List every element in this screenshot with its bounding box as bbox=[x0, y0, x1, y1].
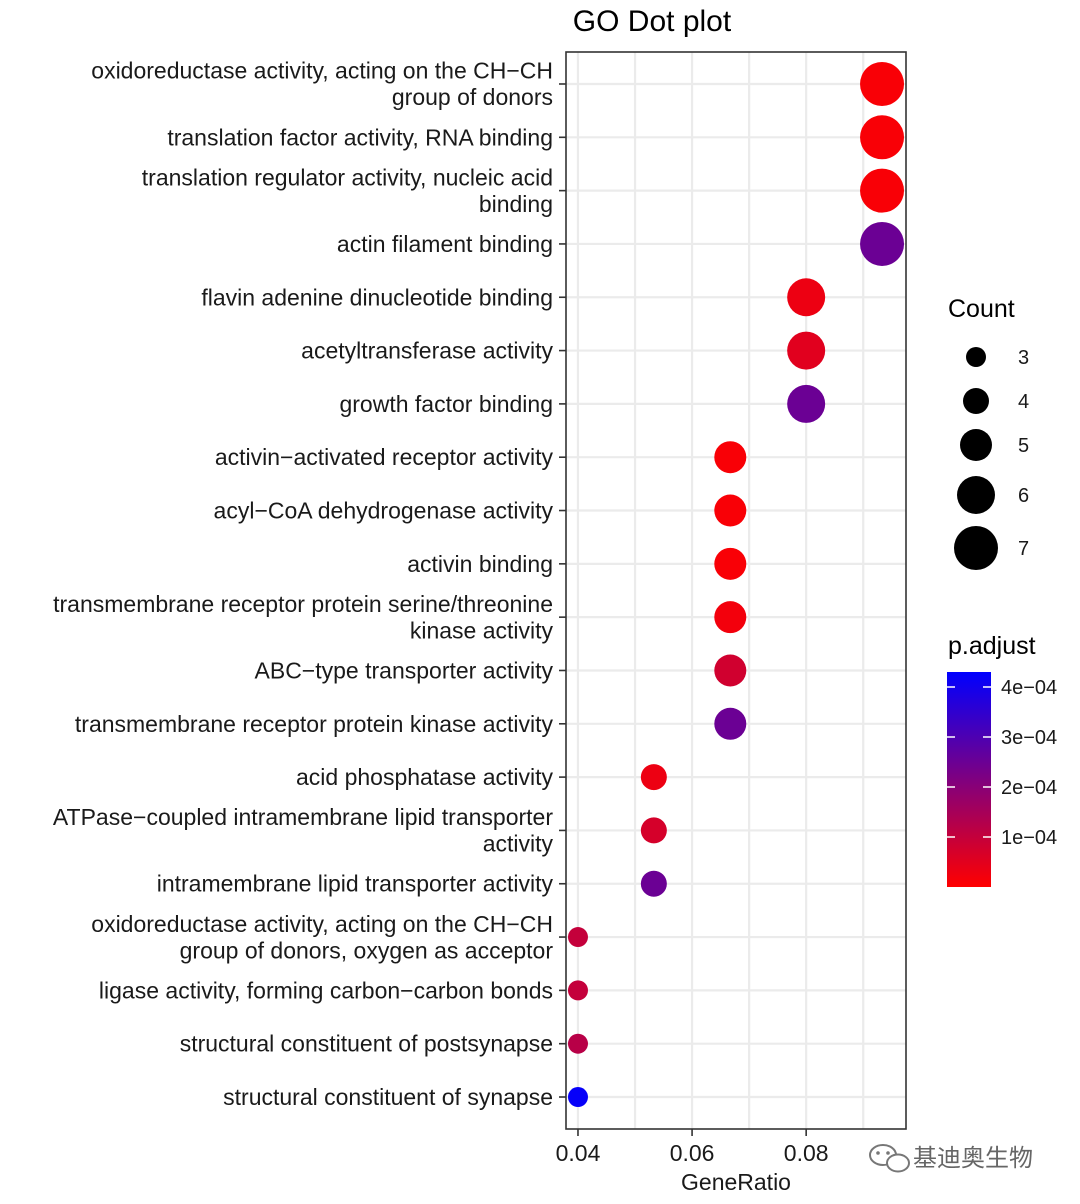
vertical-gridlines bbox=[576, 52, 865, 1129]
dot-point bbox=[714, 601, 747, 634]
panel-background bbox=[566, 52, 906, 1129]
y-tick-label: transmembrane receptor protein kinase ac… bbox=[75, 711, 554, 737]
y-tick-label: acyl−CoA dehydrogenase activity bbox=[214, 498, 554, 524]
x-axis: 0.04 0.06 0.08 bbox=[556, 1129, 829, 1166]
dot-point bbox=[567, 980, 588, 1001]
p-adjust-legend-title: p.adjust bbox=[948, 632, 1036, 660]
dot-point bbox=[714, 441, 747, 474]
count-legend-label: 3 bbox=[1018, 347, 1029, 369]
panel-border bbox=[565, 51, 907, 1130]
watermark-text: 基迪奥生物 bbox=[913, 1145, 1033, 1172]
dot-point bbox=[787, 331, 826, 370]
p-adjust-legend-label: 4e−04 bbox=[1001, 677, 1057, 699]
count-legend-title: Count bbox=[948, 295, 1015, 323]
count-legend-label: 5 bbox=[1018, 435, 1029, 457]
count-legend-key bbox=[963, 388, 989, 414]
y-axis: oxidoreductase activity, acting on the C… bbox=[53, 58, 566, 1110]
watermark: 基迪奥生物 bbox=[869, 1144, 1033, 1173]
dot-point bbox=[860, 168, 905, 213]
count-legend-label: 6 bbox=[1018, 485, 1029, 507]
count-legend-key bbox=[966, 347, 986, 367]
x-tick-label: 0.04 bbox=[556, 1140, 601, 1166]
dot-point bbox=[787, 278, 826, 317]
p-adjust-legend-label: 2e−04 bbox=[1001, 777, 1057, 799]
y-tick-label: transmembrane receptor protein serine/th… bbox=[53, 591, 553, 644]
y-tick-label: structural constituent of postsynapse bbox=[180, 1031, 553, 1057]
y-tick-label: flavin adenine dinucleotide binding bbox=[201, 284, 553, 310]
count-legend: Count 3 4 5 6 7 bbox=[948, 295, 1029, 570]
dot-point bbox=[567, 927, 588, 948]
dot-point bbox=[714, 547, 747, 580]
y-tick-label: ATPase−coupled intramembrane lipid trans… bbox=[53, 804, 554, 857]
dot-point bbox=[640, 764, 667, 791]
p-adjust-colorbar bbox=[947, 672, 991, 887]
y-tick-label: ligase activity, forming carbon−carbon b… bbox=[99, 977, 553, 1003]
y-tick-label: actin filament binding bbox=[337, 231, 553, 257]
chart-title: GO Dot plot bbox=[573, 5, 732, 38]
y-tick-label: activin binding bbox=[407, 551, 553, 577]
y-tick-label: oxidoreductase activity, acting on the C… bbox=[91, 911, 553, 964]
count-legend-label: 4 bbox=[1018, 391, 1029, 413]
dot-point bbox=[860, 61, 905, 106]
dot-point bbox=[567, 1087, 588, 1108]
y-tick-label: acid phosphatase activity bbox=[296, 764, 553, 790]
y-tick-label: ABC−type transporter activity bbox=[255, 657, 554, 683]
dot-point bbox=[860, 221, 905, 266]
dot-point bbox=[860, 115, 905, 160]
x-axis-title: GeneRatio bbox=[681, 1169, 791, 1195]
plot-panel bbox=[565, 51, 907, 1130]
dot-point bbox=[714, 654, 747, 687]
y-tick-label: activin−activated receptor activity bbox=[215, 444, 554, 470]
x-tick-label: 0.08 bbox=[784, 1140, 829, 1166]
dot-point bbox=[714, 707, 747, 740]
dot-point bbox=[787, 384, 826, 423]
dot-point bbox=[640, 870, 667, 897]
dot-point bbox=[714, 494, 747, 527]
y-tick-label: oxidoreductase activity, acting on the C… bbox=[91, 58, 553, 111]
p-adjust-legend-label: 1e−04 bbox=[1001, 827, 1057, 849]
dot-point bbox=[640, 817, 667, 844]
count-legend-key bbox=[957, 476, 995, 514]
y-tick-label: structural constituent of synapse bbox=[223, 1084, 553, 1110]
p-adjust-legend: p.adjust 4e−04 3e−04 2e−04 1e−04 bbox=[947, 632, 1057, 887]
y-tick-label: intramembrane lipid transporter activity bbox=[157, 871, 554, 897]
y-tick-label: growth factor binding bbox=[339, 391, 553, 417]
count-legend-label: 7 bbox=[1018, 538, 1029, 560]
y-tick-label: acetyltransferase activity bbox=[301, 338, 553, 364]
count-legend-key bbox=[960, 429, 992, 461]
dot-point bbox=[567, 1033, 588, 1054]
count-legend-key bbox=[954, 526, 998, 570]
y-tick-label: translation factor activity, RNA binding bbox=[167, 124, 553, 150]
p-adjust-legend-label: 3e−04 bbox=[1001, 727, 1057, 749]
wechat-icon bbox=[869, 1144, 910, 1173]
data-points bbox=[567, 61, 905, 1108]
y-tick-label: translation regulator activity, nucleic … bbox=[142, 164, 553, 217]
x-tick-label: 0.06 bbox=[670, 1140, 715, 1166]
